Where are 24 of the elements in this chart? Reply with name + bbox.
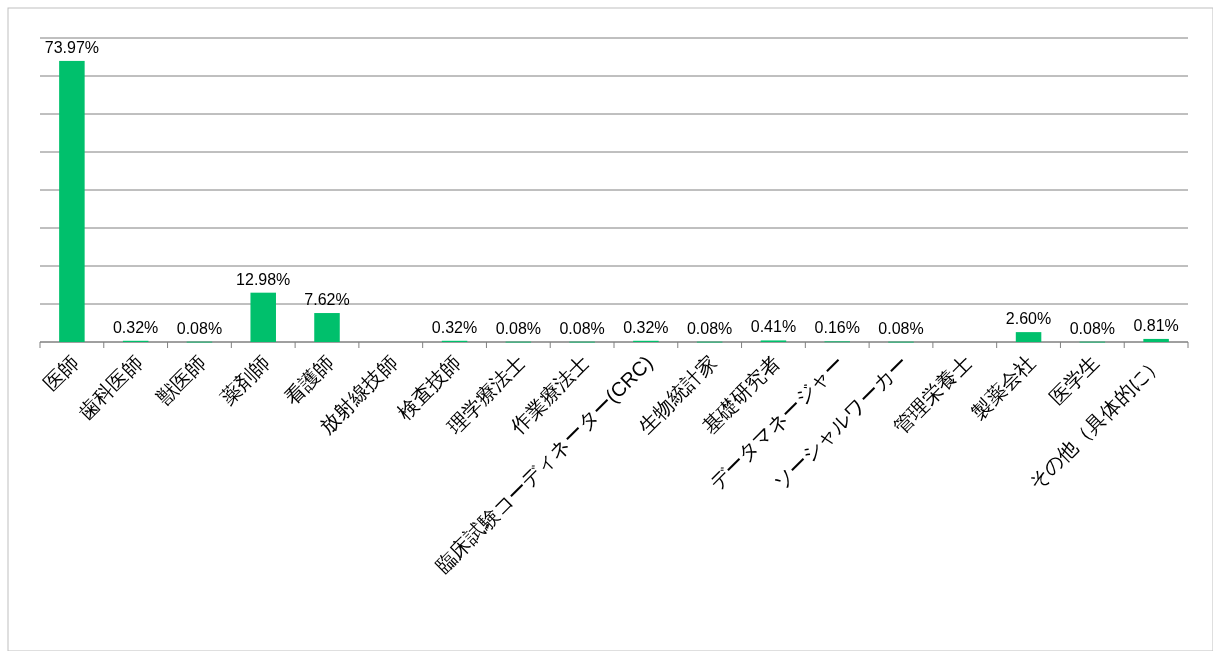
x-tick-label: 獣医師 bbox=[152, 351, 211, 410]
bar bbox=[1015, 332, 1042, 342]
bar bbox=[250, 292, 276, 342]
data-label: 0.41% bbox=[750, 318, 797, 336]
data-label: 0.32% bbox=[623, 318, 669, 336]
data-label: 0.08% bbox=[176, 319, 223, 337]
data-label: 0.08% bbox=[878, 319, 924, 337]
x-tick-label: 薬剤師 bbox=[216, 351, 275, 410]
data-label: 0.81% bbox=[1133, 316, 1179, 334]
data-label: 0.08% bbox=[1069, 319, 1116, 337]
data-label: 0.32% bbox=[112, 318, 159, 336]
bar bbox=[59, 60, 85, 342]
x-tick-label: 医師 bbox=[38, 351, 83, 396]
data-label: 0.16% bbox=[814, 319, 860, 337]
data-label: 0.32% bbox=[431, 318, 478, 336]
data-label: 2.60% bbox=[1005, 310, 1052, 328]
bar bbox=[314, 313, 340, 342]
data-label: 0.08% bbox=[686, 319, 733, 337]
data-label: 0.08% bbox=[559, 319, 605, 337]
data-label: 7.62% bbox=[304, 291, 350, 309]
data-label: 0.08% bbox=[495, 319, 542, 337]
data-label: 73.97% bbox=[44, 38, 100, 56]
data-label: 12.98% bbox=[236, 270, 291, 288]
bar bbox=[1143, 338, 1169, 342]
